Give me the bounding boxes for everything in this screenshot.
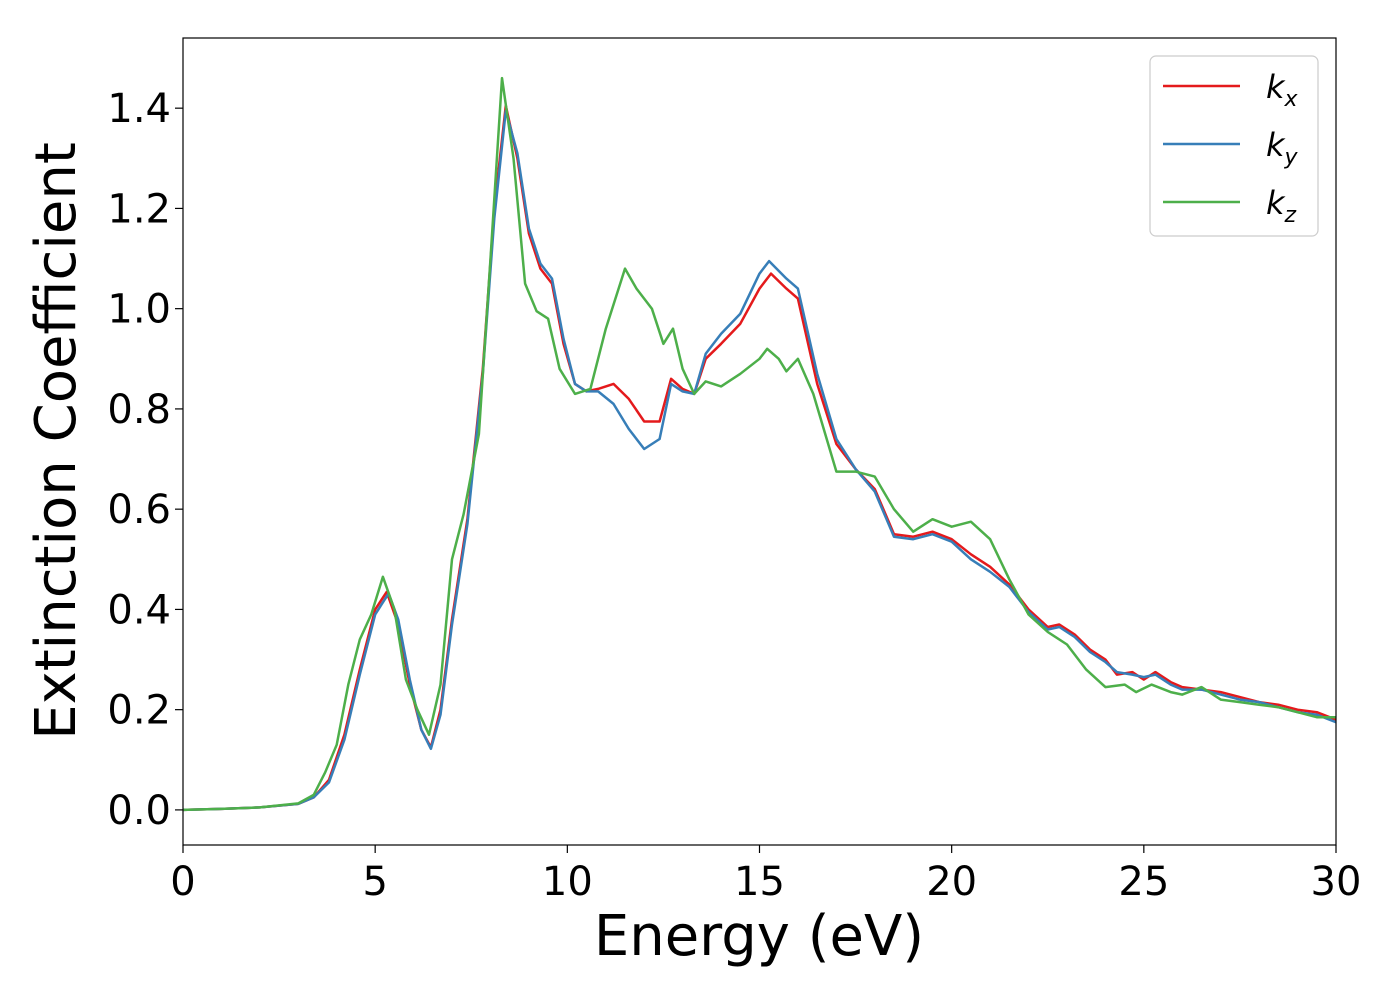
y-tick-label: 0.6 <box>107 487 171 533</box>
x-tick-label: 25 <box>1118 859 1169 905</box>
legend-label-kz: kz <box>1266 184 1297 228</box>
y-tick-label: 1.4 <box>107 86 171 132</box>
y-axis-title: Extinction Coefficient <box>24 142 89 740</box>
legend: kx ky kz <box>1149 55 1319 237</box>
y-tick-label: 0.8 <box>107 387 171 433</box>
y-tick-label: 0.2 <box>107 688 171 734</box>
y-tick-label: 0.4 <box>107 587 171 633</box>
y-tick-label: 0.0 <box>107 788 171 834</box>
x-axis-ticks: 0 5 10 15 20 25 30 <box>170 845 1361 905</box>
x-tick-label: 5 <box>362 859 387 905</box>
series-line-ky <box>182 109 1337 812</box>
legend-box <box>1149 55 1319 237</box>
y-tick-label: 1.2 <box>107 186 171 232</box>
legend-label-ky: ky <box>1266 126 1299 170</box>
series-line-kz <box>182 76 1336 812</box>
x-tick-label: 30 <box>1311 859 1362 905</box>
y-tick-label: 1.0 <box>107 287 171 333</box>
legend-label-kx: kx <box>1266 68 1299 112</box>
y-axis-ticks: 0.0 0.2 0.4 0.6 0.8 1.0 1.2 1.4 <box>107 86 183 834</box>
x-tick-label: 20 <box>926 859 977 905</box>
x-tick-label: 0 <box>170 859 195 905</box>
x-axis-title: Energy (eV) <box>594 904 924 969</box>
series-layer <box>182 76 1337 812</box>
x-tick-label: 10 <box>542 859 593 905</box>
x-tick-label: 15 <box>734 859 785 905</box>
